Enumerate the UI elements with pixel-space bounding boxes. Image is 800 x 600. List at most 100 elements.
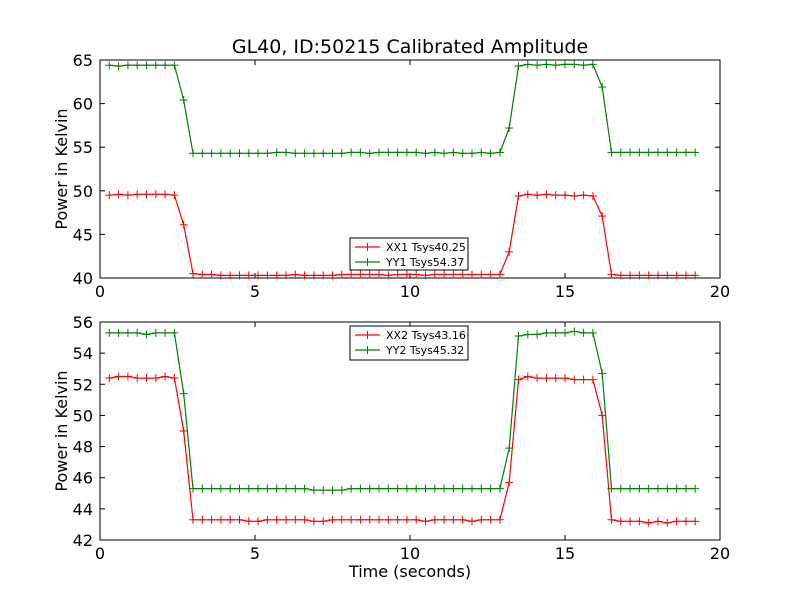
y-tick-label: 50 — [73, 182, 93, 201]
y-tick-label: 48 — [73, 438, 93, 457]
data-point — [384, 484, 393, 493]
subplot-1: 0 5 10 15 20 40 45 50 55 60 65 Power in Kelvin XX1 T… — [52, 51, 730, 301]
data-point — [505, 124, 514, 133]
data-point — [189, 269, 197, 278]
data-point — [691, 271, 700, 280]
data-point — [375, 484, 383, 493]
data-point — [263, 271, 272, 280]
data-point — [282, 148, 290, 157]
data-point — [216, 149, 225, 158]
data-point — [449, 270, 458, 279]
data-point — [663, 518, 672, 527]
data-point — [337, 270, 346, 279]
data-point — [114, 62, 123, 71]
y-tick-label: 60 — [73, 95, 93, 114]
data-point — [356, 270, 365, 279]
x-tick-label: 15 — [555, 544, 575, 563]
data-point — [477, 148, 486, 157]
data-point — [468, 270, 476, 279]
data-point — [412, 484, 421, 493]
data-point — [207, 149, 216, 158]
data-point — [468, 484, 476, 493]
data-point — [151, 61, 160, 70]
data-point — [551, 374, 560, 383]
data-point — [681, 271, 690, 280]
chart-title: GL40, ID:50215 Calibrated Amplitude — [232, 36, 588, 58]
data-point — [672, 484, 681, 493]
data-point — [551, 61, 560, 70]
data-point — [328, 486, 337, 495]
data-point — [579, 375, 588, 384]
series-1 — [105, 190, 700, 280]
data-point — [216, 515, 225, 524]
data-point — [226, 484, 235, 493]
data-point — [402, 484, 411, 493]
data-point — [616, 148, 625, 157]
data-point — [235, 515, 244, 524]
x-tick-label: 10 — [400, 282, 420, 301]
data-point — [179, 220, 188, 229]
data-point — [598, 411, 607, 420]
data-point — [235, 149, 244, 158]
data-point — [254, 271, 263, 280]
data-point — [226, 515, 235, 524]
data-point — [598, 212, 607, 221]
data-point — [291, 270, 300, 279]
data-point — [533, 330, 542, 339]
data-point — [551, 191, 560, 200]
data-point — [272, 271, 281, 280]
legend: XX2 Tsys43.16 YY2 Tsys45.32 — [349, 325, 469, 361]
data-point — [337, 149, 346, 158]
data-point — [570, 327, 579, 336]
data-point — [616, 271, 625, 280]
data-point — [607, 148, 616, 157]
data-point — [319, 517, 328, 526]
x-tick-label: 0 — [95, 282, 105, 301]
data-point — [672, 148, 681, 157]
data-point — [328, 149, 337, 158]
data-point — [644, 271, 653, 280]
data-point — [179, 427, 188, 435]
data-point — [309, 486, 318, 495]
data-point — [300, 271, 309, 280]
data-point — [272, 148, 281, 157]
data-point — [635, 517, 644, 526]
data-point — [635, 271, 644, 280]
data-point — [161, 190, 170, 199]
x-tick-label: 20 — [710, 544, 730, 563]
data-point — [114, 328, 123, 337]
data-point — [282, 271, 290, 280]
data-point — [170, 191, 179, 200]
data-point — [533, 374, 542, 383]
legend-entry: YY2 Tsys45.32 — [355, 344, 464, 357]
y-tick-label: 44 — [73, 500, 93, 519]
data-point — [588, 375, 597, 384]
data-point — [523, 372, 532, 381]
data-point — [654, 271, 662, 280]
subplot-2: 0 5 10 15 20 42 44 46 48 50 52 54 56 Power in Kelvin T… — [52, 313, 730, 581]
data-point — [170, 61, 179, 70]
y-tick-label: 50 — [73, 406, 93, 425]
legend-box — [349, 325, 469, 361]
data-point — [300, 515, 309, 524]
data-point — [412, 515, 421, 524]
legend-box — [349, 237, 469, 271]
data-point — [421, 149, 430, 158]
data-point — [161, 372, 170, 381]
data-point — [681, 148, 690, 157]
data-point — [291, 149, 300, 158]
data-point — [226, 271, 235, 280]
data-point — [309, 149, 318, 158]
data-point — [542, 374, 551, 383]
data-point — [347, 484, 356, 493]
data-point — [235, 484, 244, 493]
data-point — [430, 148, 439, 157]
data-point — [421, 517, 430, 526]
data-point — [644, 484, 653, 493]
data-point — [477, 270, 486, 279]
series-1 — [105, 372, 700, 527]
data-point — [430, 270, 439, 279]
data-point — [681, 484, 690, 493]
data-point — [309, 517, 318, 526]
data-point — [402, 515, 411, 524]
